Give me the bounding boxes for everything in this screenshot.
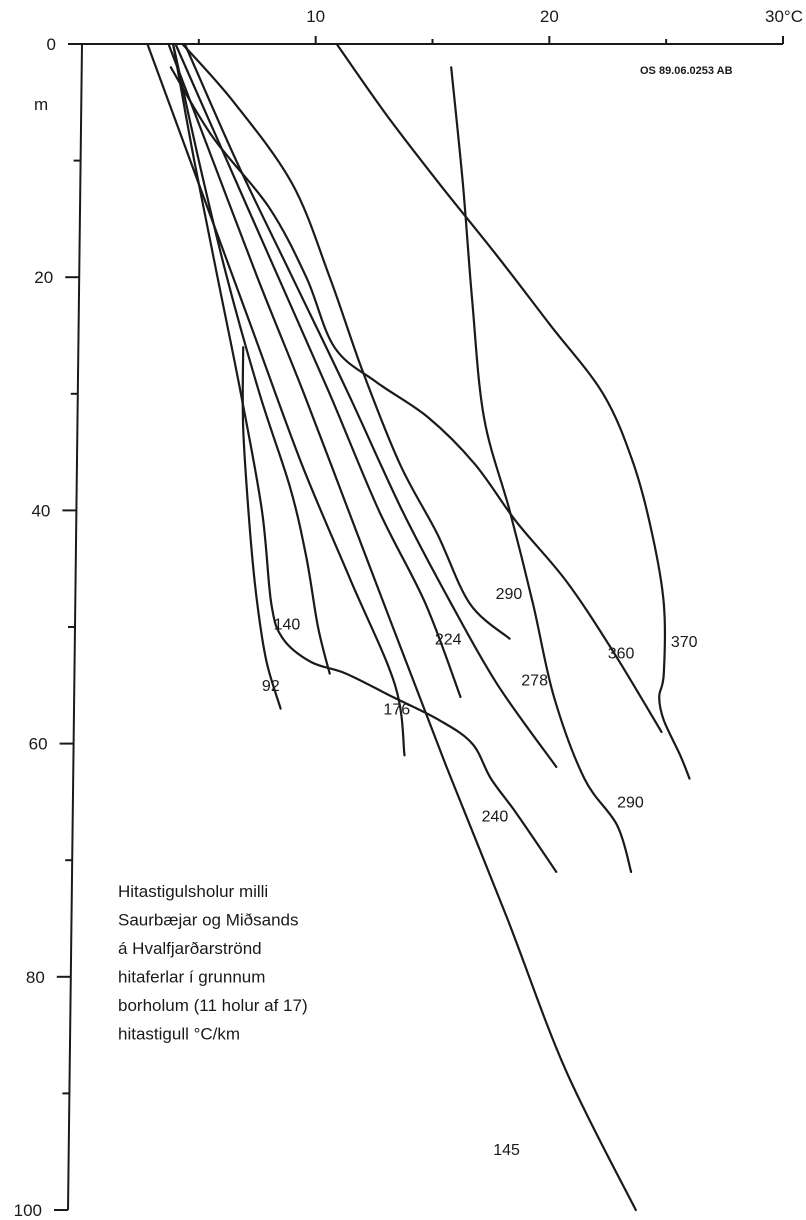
gradient-label-92: 92 xyxy=(262,678,280,695)
figure-reference-id: OS 89.06.0253 AB xyxy=(640,65,733,77)
y-tick-label: 20 xyxy=(34,268,53,287)
gradient-label-278: 278 xyxy=(521,672,548,689)
description-line: á Hvalfjarðarströnd xyxy=(118,939,262,958)
x-tick-label: 20 xyxy=(540,7,559,26)
temperature-profile-224 xyxy=(174,42,462,699)
gradient-labels: 92 140 176 145 224 240 278 290 290 360 370 xyxy=(262,586,698,1159)
y-tick-label: 40 xyxy=(31,501,50,520)
x-tick-label: 30°C xyxy=(765,7,803,26)
temperature-profile-92 xyxy=(241,346,282,710)
description-line: borholum (11 holur af 17) xyxy=(118,996,308,1015)
temperature-profiles xyxy=(146,42,691,1212)
y-tick-label: 80 xyxy=(26,968,45,987)
y-axis-unit-label: m xyxy=(34,95,48,114)
x-axis: 10 20 30°C xyxy=(68,7,803,45)
temperature-profile-290 xyxy=(181,42,511,640)
description-line: Hitastigulsholur milli xyxy=(118,882,268,901)
figure-description: Hitastigulsholur milli Saurbæjar og Miðsa… xyxy=(118,882,308,1044)
x-ticks: 10 20 30°C xyxy=(197,7,803,44)
temperature-profile-240 xyxy=(172,42,558,873)
x-tick-label: 10 xyxy=(306,7,325,26)
gradient-label-224: 224 xyxy=(435,631,462,648)
gradient-label-240: 240 xyxy=(482,809,509,826)
temperature-profile-370 xyxy=(335,42,691,780)
gradient-label-290: 290 xyxy=(496,586,523,603)
y-ticks: 0 20 40 60 80 100 xyxy=(14,35,82,1220)
temperature-profile-176 xyxy=(146,42,406,757)
temperature-profile-140 xyxy=(172,42,331,675)
y-tick-label: 0 xyxy=(47,35,56,54)
gradient-label-145: 145 xyxy=(493,1142,520,1159)
gradient-label-140: 140 xyxy=(274,616,301,633)
temperature-profile-290 xyxy=(450,66,633,873)
temperature-profile-278 xyxy=(183,42,558,768)
gradient-label-290: 290 xyxy=(617,795,644,812)
y-tick-label: 60 xyxy=(29,735,48,754)
y-tick-label: 100 xyxy=(14,1201,42,1220)
gradient-label-360: 360 xyxy=(608,645,635,662)
temperature-profile-145 xyxy=(167,42,637,1212)
y-axis: 0 20 40 60 80 100 xyxy=(14,35,83,1220)
gradient-label-370: 370 xyxy=(671,634,698,651)
description-line: hitaferlar í grunnum xyxy=(118,968,265,987)
temperature-profile-360 xyxy=(169,66,663,733)
gradient-label-176: 176 xyxy=(383,701,410,718)
description-line: hitastigull °C/km xyxy=(118,1025,240,1044)
description-line: Saurbæjar og Miðsands xyxy=(118,911,298,930)
